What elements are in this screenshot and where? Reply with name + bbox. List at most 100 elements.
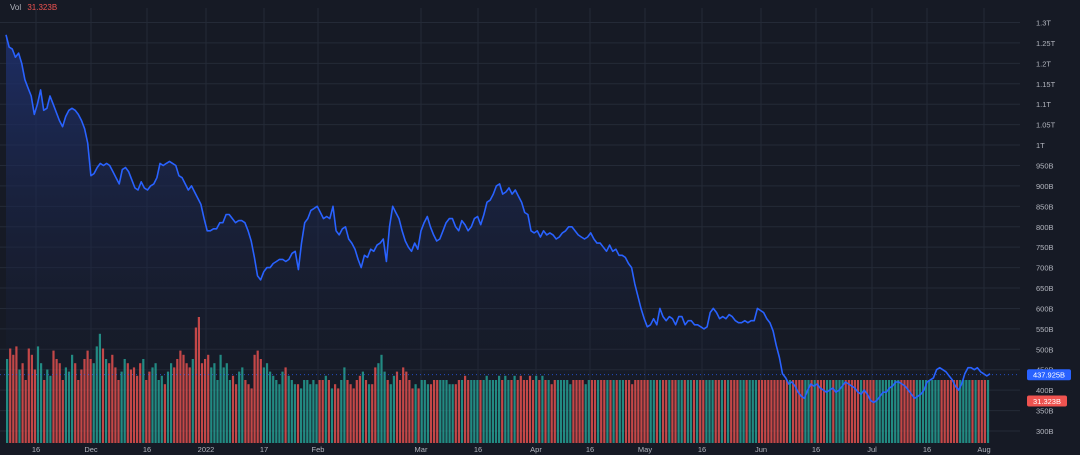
volume-bar [213,363,216,443]
volume-bar [918,380,921,443]
volume-bar [476,380,479,443]
volume-bar [971,380,974,443]
volume-bar [89,359,92,443]
volume-bar [770,380,773,443]
volume-bar [253,354,256,443]
volume-bar [736,380,739,443]
volume-bar [977,380,980,443]
y-tick-label: 500B [1036,345,1054,354]
volume-bar [77,380,80,443]
x-tick-label: May [638,445,652,454]
volume-bar [287,375,290,443]
volume-bar [473,380,476,443]
volume-bar [863,380,866,443]
volume-bar [767,380,770,443]
volume-bar [228,380,231,443]
volume-bar [399,380,402,443]
volume-bar [86,350,89,443]
volume-bar [52,350,55,443]
volume-bar [980,380,983,443]
volume-bar [723,380,727,443]
volume-bar [411,388,414,443]
volume-bar [216,380,219,443]
volume-bar [368,384,371,443]
volume-bar [931,380,934,443]
volume-bar [640,380,643,443]
volume-bar [708,380,711,443]
volume-bar [696,380,699,443]
volume-bar [340,380,343,443]
volume-bar [631,384,634,443]
volume-bar [563,380,566,443]
volume-bar [238,371,241,443]
volume-bar [30,354,33,443]
y-tick-label: 300B [1036,427,1054,436]
volume-bar [300,388,303,443]
volume-bar [346,380,349,443]
volume-bar [798,380,801,443]
volume-bar [974,380,977,443]
volume-bar [154,363,157,443]
volume-bar [358,375,361,443]
volume-bar [881,380,884,443]
volume-bar [231,375,235,443]
volume-bar [946,380,949,443]
volume-bar [157,380,160,443]
volume-bar [312,380,315,443]
y-tick-label: 1.15T [1036,80,1056,89]
volume-bar [36,346,40,443]
volume-bar [671,380,674,443]
volume-bar [488,380,491,443]
volume-bar [702,380,705,443]
volume-bar [9,348,12,443]
volume-bar [433,380,436,443]
volume-bar [541,375,544,443]
volume-bar [383,371,386,443]
volume-bar [43,380,46,443]
volume-bar [522,380,525,443]
volume-bar [553,380,556,443]
volume-bar [903,380,906,443]
volume-bar [683,380,686,443]
volume-bar [733,380,736,443]
volume-bar [355,380,358,443]
volume-bar [117,380,120,443]
volume-bar [816,380,819,443]
volume-bar [12,354,15,443]
volume-bar [55,359,58,443]
y-tick-label: 1T [1036,141,1045,150]
volume-bar [832,380,835,443]
volume-bar [705,380,708,443]
volume-bar [327,380,330,443]
volume-bar [581,380,584,443]
volume-bar [686,380,689,443]
volume-bar [959,380,962,443]
volume-bar [788,380,792,443]
volume-bar [389,384,392,443]
volume-bar [513,375,516,443]
volume-bar [269,371,272,443]
volume-bar [801,380,804,443]
volume-bar [745,380,748,443]
volume-bar [962,380,965,443]
volume-bar [6,359,9,443]
volume-bar [934,380,937,443]
volume-bar [120,371,123,443]
volume-bar [569,384,572,443]
volume-bar [303,380,306,443]
volume-bar [819,380,822,443]
volume-bar [24,380,27,443]
volume-bar [272,375,275,443]
volume-bar [176,359,179,443]
volume-bar [470,380,473,443]
volume-bar [64,367,67,443]
volume-bar [188,367,191,443]
volume-bar [597,380,600,443]
volume-bar [662,380,665,443]
x-tick-label: 16 [474,445,482,454]
volume-bar [467,380,470,443]
y-tick-label: 1.05T [1036,121,1056,130]
x-tick-label: 16 [812,445,820,454]
volume-bar [235,384,238,443]
